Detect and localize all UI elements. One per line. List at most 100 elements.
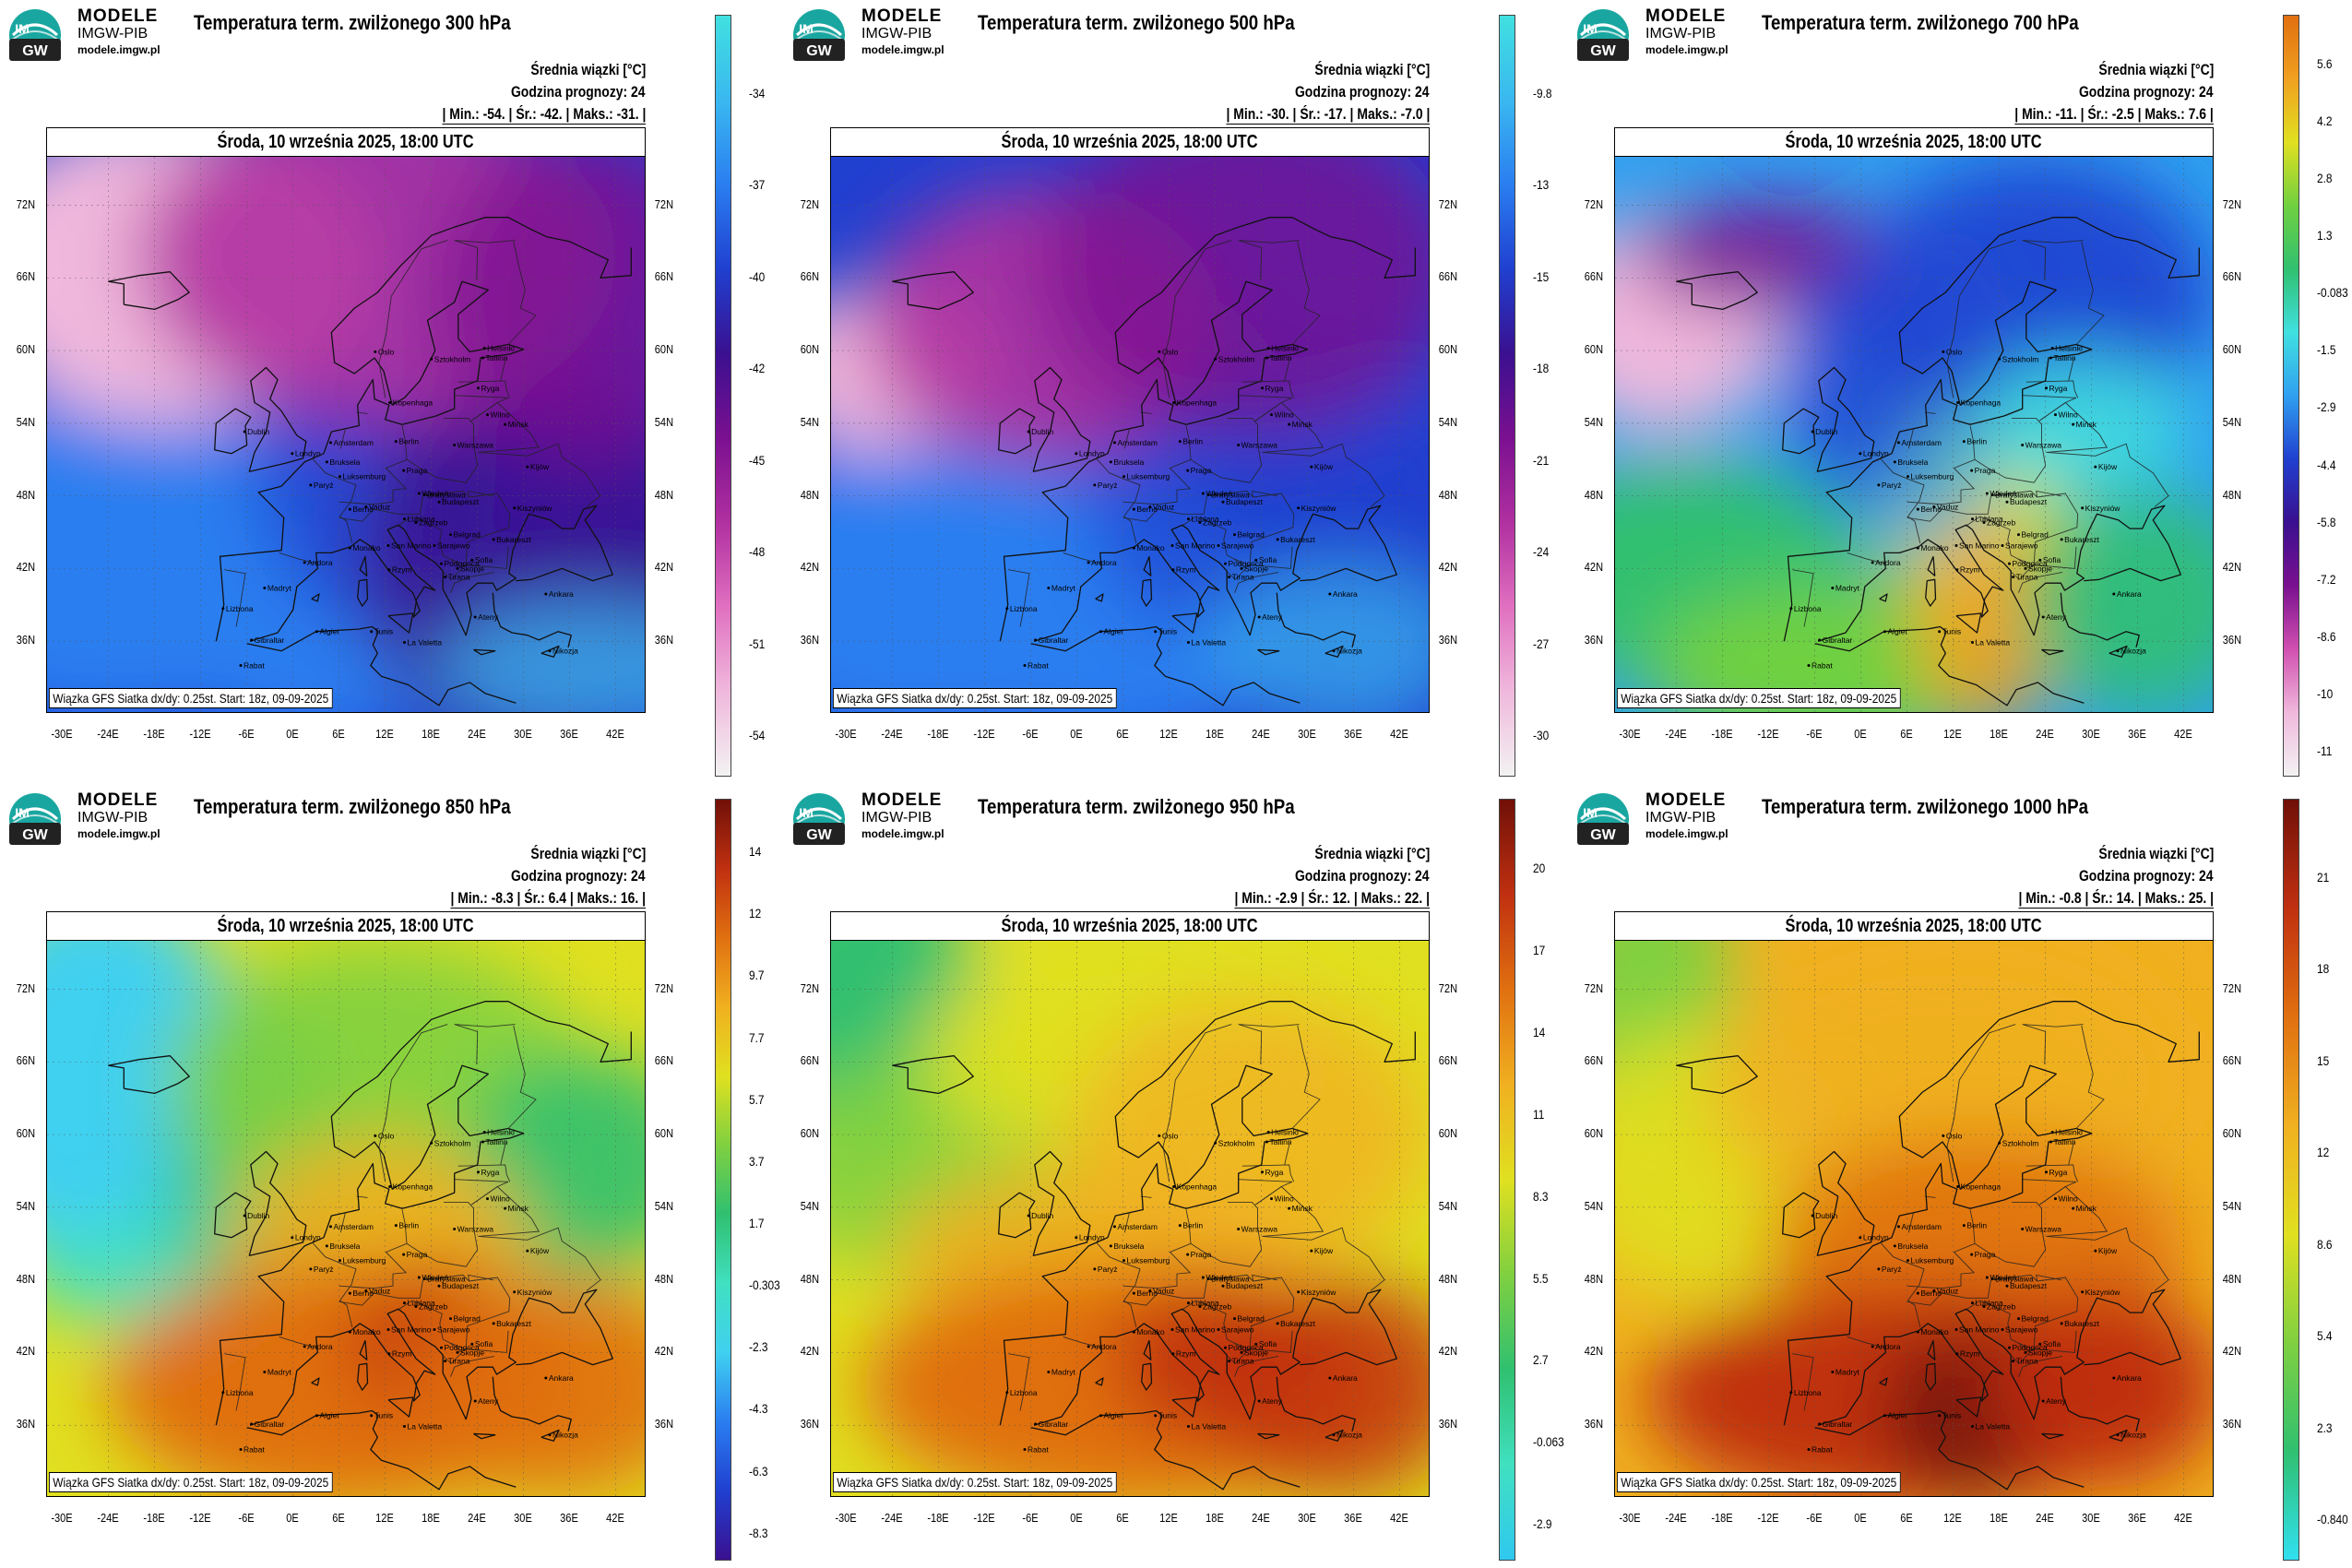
imgw-logo-icon: GW IM [1577,793,1629,845]
city-marker [1938,1414,1942,1418]
city-label: Warszawa [1241,441,1278,450]
city-marker [250,638,254,642]
city-label: Oslo [1946,347,1963,356]
city-marker [1310,1249,1313,1253]
city-marker [325,1244,328,1248]
brand-site-link[interactable]: modele.imgw.pl [861,43,944,56]
city-label: Bratysława [1995,490,2034,499]
city-label: Lublana [1976,515,2004,524]
city-label: Skopje [2028,1348,2052,1357]
city-marker [2045,1170,2048,1174]
city-marker [1099,1414,1102,1418]
city-label: Kijów [1314,1246,1334,1255]
city-marker [1954,1327,1958,1331]
city-label: Ryga [2049,1168,2068,1177]
city-label: Londyn [1079,1233,1105,1242]
city-marker [1970,469,1974,472]
city-label: Helsinki [1271,1127,1299,1136]
forecast-panel: GW IM MODELE IMGW-PIB modele.imgw.pl Temperat… [784,0,1568,784]
city-label: Ankara [1333,1373,1358,1383]
city-marker [1883,630,1886,634]
city-marker [1170,1327,1174,1331]
city-marker [1276,1322,1279,1325]
city-marker [453,444,457,447]
city-marker [291,452,294,456]
city-label: Zagrzeb [419,1302,447,1312]
city-marker [1276,538,1279,541]
city-label: Kiszyniów [2085,1288,2121,1297]
city-label: Berno [1920,1289,1942,1298]
city-marker [1201,492,1205,495]
city-label: Madryt [1835,1367,1860,1376]
city-label: Zagrzeb [419,518,447,528]
city-marker [1087,561,1090,564]
city-marker [2041,1399,2045,1403]
city-marker [2001,543,2004,547]
lon-label: 30E [2081,1511,2100,1525]
city-label: Kopenhaga [1961,398,2002,408]
colorbar [2283,799,2299,1561]
city-label: Monako [1920,1327,1949,1336]
city-marker [526,1249,529,1253]
lat-label-right: 72N [654,980,674,995]
lat-label-left: 42N [800,1344,820,1359]
lat-label-left: 42N [16,560,36,575]
city-label: Kopenhaga [393,1182,434,1192]
svg-text:GW: GW [22,827,48,843]
lat-label-left: 42N [1584,1344,1604,1359]
city-label: Wiedeń [1206,489,1232,498]
city-marker [2024,1350,2027,1354]
city-marker [1971,641,1974,645]
city-marker [403,1425,406,1429]
city-marker [1932,1289,1936,1292]
lat-label-left: 36N [800,1417,820,1431]
brand-site-link[interactable]: modele.imgw.pl [861,827,944,840]
city-marker [348,507,351,511]
imgw-logo-icon: GW IM [793,9,845,61]
city-marker [2072,422,2075,426]
lat-label-left: 72N [1584,196,1604,211]
brand-site-link[interactable]: modele.imgw.pl [77,827,160,840]
city-marker [486,413,489,417]
city-marker [348,1291,351,1295]
city-label: Tallinn [1270,1137,1292,1146]
city-label: Praga [1975,1250,1996,1259]
city-marker [1893,460,1896,464]
city-label: Monako [1920,543,1949,552]
city-marker [1172,1185,1176,1189]
city-label: Bratysława [427,1274,466,1283]
city-label: Ankara [2117,1373,2142,1383]
city-marker [481,356,484,360]
lon-label: 6E [1115,727,1129,741]
city-label: Sztokholm [2002,354,2039,363]
city-label: Luksemburg [1127,472,1170,481]
city-label: Monako [1136,543,1165,552]
svg-text:GW: GW [1590,827,1616,843]
lon-label: 0E [285,1511,299,1525]
svg-text:IM: IM [799,21,814,36]
colorbar-tick-label: -51 [749,636,766,651]
lat-label-left: 42N [1584,560,1604,575]
brand-site-link[interactable]: modele.imgw.pl [1645,43,1728,56]
lon-label: 36E [2127,727,2146,741]
city-marker [1187,641,1190,645]
city-marker [2021,1228,2025,1231]
city-marker [1332,1433,1336,1437]
brand-site-link[interactable]: modele.imgw.pl [77,43,160,56]
city-marker [2008,1346,2011,1349]
brand-site-link[interactable]: modele.imgw.pl [1645,827,1728,840]
city-marker [440,1346,443,1349]
lon-label: 30E [513,1511,532,1525]
city-marker [1288,1206,1291,1210]
city-marker [1265,356,1268,360]
date-band: Środa, 10 września 2025, 18:00 UTC [830,127,1430,157]
map-frame: Oslo Sztokholm Helsinki Tallinn Kopenhaga Ryg… [1614,156,2214,713]
lon-label: -30E [834,727,857,741]
city-marker [456,566,459,570]
lon-label: 36E [1343,1511,1362,1525]
city-label: Helsinki [2055,1127,2083,1136]
colorbar-tick-label: 21 [2317,869,2330,885]
city-label: Bratysława [427,490,466,499]
city-marker [370,630,374,634]
city-marker [1297,1290,1301,1294]
